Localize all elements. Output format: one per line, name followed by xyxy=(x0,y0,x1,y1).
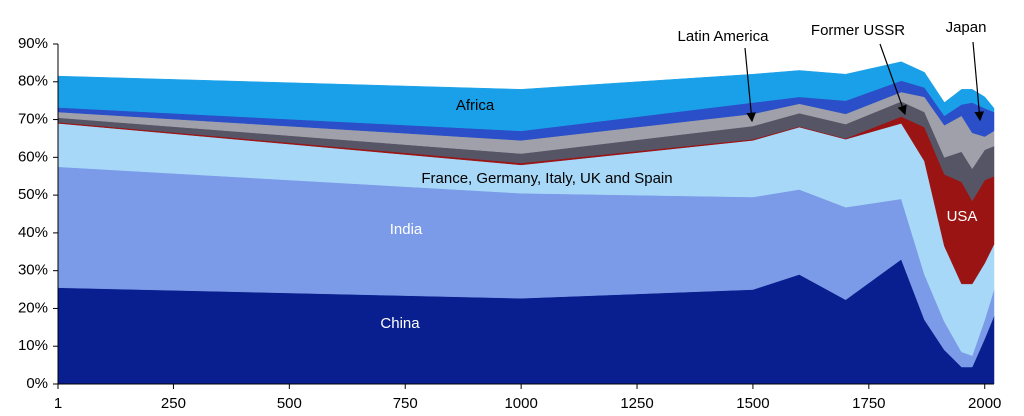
y-tick-label: 70% xyxy=(18,111,48,128)
y-tick-label: 20% xyxy=(18,299,48,316)
annotation: Japan xyxy=(946,19,987,36)
annotation: Latin America xyxy=(678,28,770,45)
y-tick-label: 10% xyxy=(18,337,48,354)
x-tick-label: 1000 xyxy=(504,395,537,412)
series-label: China xyxy=(380,315,420,332)
annotation-arrow xyxy=(879,43,907,116)
y-tick-label: 50% xyxy=(18,186,48,203)
x-tick-label: 1500 xyxy=(736,395,769,412)
x-tick-label: 1 xyxy=(54,395,62,412)
series-label: Africa xyxy=(456,97,495,114)
series-label: USA xyxy=(947,208,978,225)
y-tick-label: 40% xyxy=(18,224,48,241)
annotation-arrow xyxy=(972,41,985,122)
annotation-arrow xyxy=(744,47,756,123)
series-label: France, Germany, Italy, UK and Spain xyxy=(421,170,672,187)
x-tick-label: 2000 xyxy=(968,395,1001,412)
y-tick-label: 60% xyxy=(18,148,48,165)
annotation: Former USSR xyxy=(811,22,905,39)
x-tick-label: 1750 xyxy=(852,395,885,412)
area xyxy=(57,61,995,132)
series-label: India xyxy=(390,221,423,238)
y-tick-label: 30% xyxy=(18,262,48,279)
x-tick-label: 750 xyxy=(393,395,418,412)
y-tick-label: 0% xyxy=(26,375,48,392)
x-tick-label: 500 xyxy=(277,395,302,412)
x-tick-label: 1250 xyxy=(620,395,653,412)
x-tick-label: 250 xyxy=(161,395,186,412)
y-tick-label: 90% xyxy=(18,35,48,52)
y-tick-label: 80% xyxy=(18,73,48,90)
